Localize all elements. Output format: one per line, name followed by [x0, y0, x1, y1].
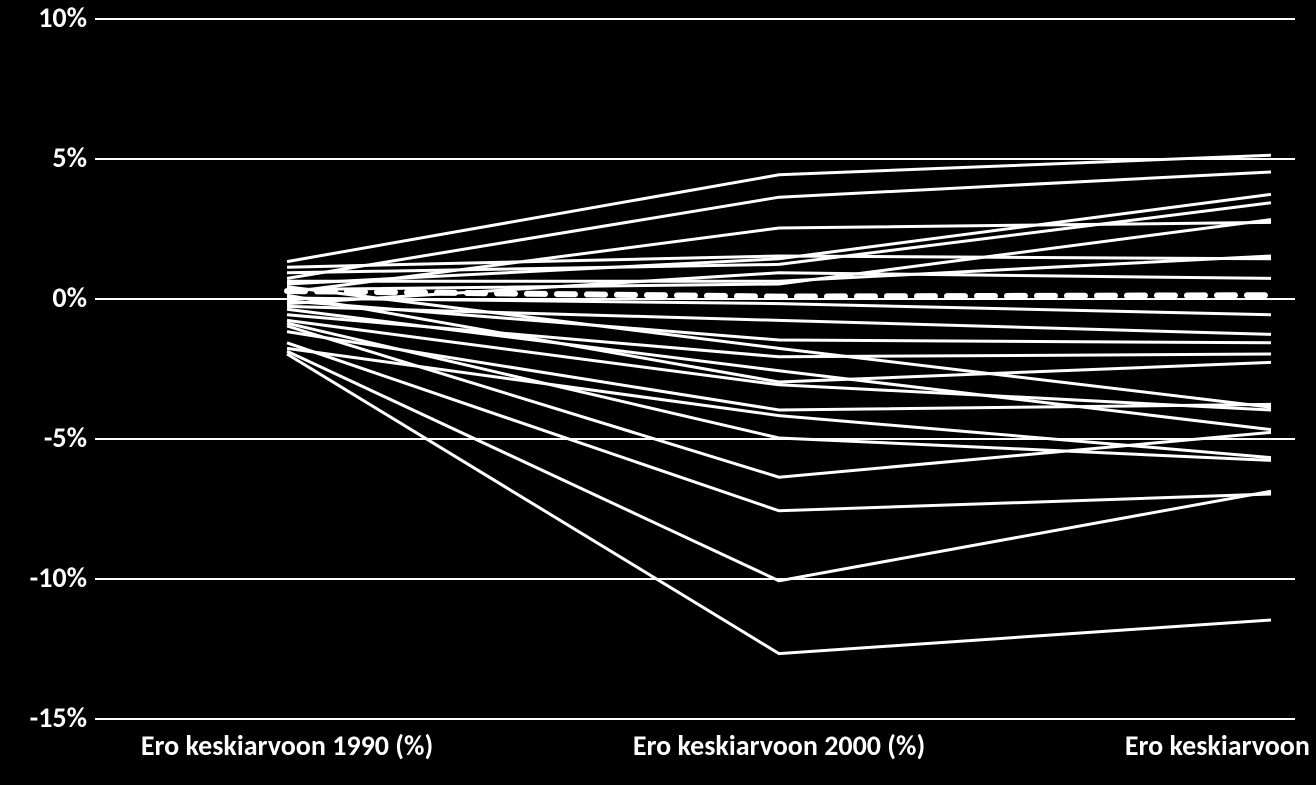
grid-line: [95, 158, 1295, 160]
x-tick-label: Ero keskiarvoon 1990 (%): [107, 728, 467, 763]
plot-area: [95, 18, 1295, 718]
y-tick-label: 5%: [52, 140, 87, 175]
y-tick-label: -15%: [30, 700, 87, 735]
grid-line: [95, 18, 1295, 20]
x-tick-label: Ero keskiarvoon 2000 (%): [599, 728, 959, 763]
y-tick-label: 0%: [52, 280, 87, 315]
chart-lines-svg: [95, 18, 1295, 718]
x-tick-label: Ero keskiarvoon 2010 (%): [1091, 728, 1316, 763]
series-line: [287, 320, 1271, 410]
series-line: [287, 155, 1271, 261]
grid-line: [95, 578, 1295, 580]
y-tick-label: -10%: [30, 560, 87, 595]
y-tick-label: 10%: [38, 0, 87, 35]
chart-container: 10% 5% 0% -5% -10% -15% Ero keskiarvoon 1990 (…: [0, 0, 1316, 785]
grid-line: [95, 718, 1295, 720]
grid-line: [95, 298, 1295, 300]
series-line: [287, 354, 1271, 654]
y-tick-label: -5%: [44, 420, 87, 455]
grid-line: [95, 438, 1295, 440]
